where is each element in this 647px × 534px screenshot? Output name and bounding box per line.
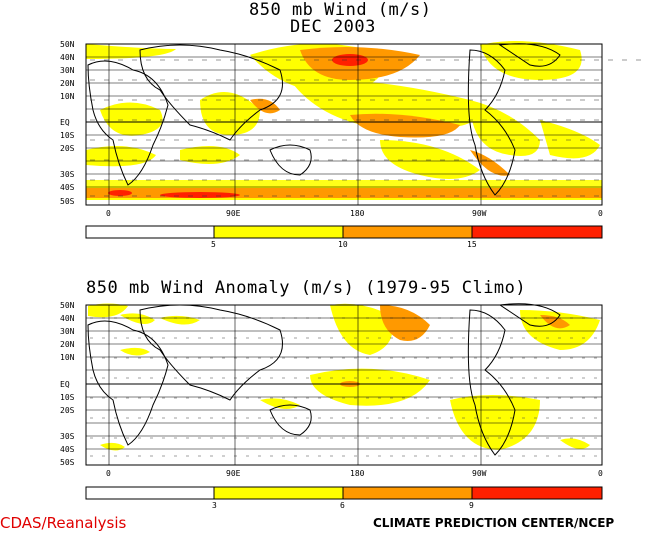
p2-lat-eq: EQ: [60, 380, 70, 389]
panel1-colorbar: [85, 225, 603, 239]
p1-lat-50n: 50N: [60, 40, 75, 49]
panel2-grid: [86, 305, 602, 465]
panel2-title: 850 mb Wind Anomaly (m/s) (1979-95 Climo…: [86, 278, 527, 298]
p2-lat-50n: 50N: [60, 301, 75, 310]
p1-lon-180: 180: [350, 209, 365, 218]
p1-cbar-label-15: 15: [467, 240, 477, 249]
p2-lon-0-end: 0: [598, 469, 603, 478]
p2-lat-50s: 50S: [60, 458, 75, 467]
p1-lon-0-end: 0: [598, 209, 603, 218]
p1-cbar-label-10: 10: [338, 240, 348, 249]
p2-lon-0: 0: [106, 469, 111, 478]
p1-lat-10s: 10S: [60, 131, 75, 140]
panel1-title-line2: DEC 2003: [290, 17, 376, 37]
panel1-title-line1: 850 mb Wind (m/s): [249, 0, 432, 20]
p1-lon-90e: 90E: [226, 209, 241, 218]
footer-credit: CLIMATE PREDICTION CENTER/NCEP: [373, 516, 615, 530]
p2-lat-10s: 10S: [60, 393, 75, 402]
panel1-grid: [86, 44, 602, 205]
p1-lat-20n: 20N: [60, 79, 75, 88]
p1-lat-eq: EQ: [60, 118, 70, 127]
p2-lat-20n: 20N: [60, 340, 75, 349]
panel2-colorbar: [85, 486, 603, 500]
p2-lat-20s: 20S: [60, 406, 75, 415]
p2-lat-40s: 40S: [60, 445, 75, 454]
p1-lat-50s: 50S: [60, 197, 75, 206]
footer-source: CDAS/Reanalysis: [0, 514, 127, 532]
p2-lat-30n: 30N: [60, 327, 75, 336]
p1-lat-20s: 20S: [60, 144, 75, 153]
p1-lat-30n: 30N: [60, 66, 75, 75]
p1-lat-40s: 40S: [60, 183, 75, 192]
p2-cbar-label-3: 3: [212, 501, 217, 510]
p1-lon-0: 0: [106, 209, 111, 218]
p1-lon-90w: 90W: [472, 209, 487, 218]
p2-lat-40n: 40N: [60, 314, 75, 323]
p2-lat-30s: 30S: [60, 432, 75, 441]
p2-lon-180: 180: [350, 469, 365, 478]
p2-lon-90w: 90W: [472, 469, 487, 478]
p2-cbar-label-6: 6: [340, 501, 345, 510]
p1-cbar-label-5: 5: [211, 240, 216, 249]
p1-lat-10n: 10N: [60, 92, 75, 101]
p1-lat-40n: 40N: [60, 53, 75, 62]
panel1-shading: [86, 41, 602, 200]
panel1-wind-vectors: [90, 59, 647, 197]
p1-lat-30s: 30S: [60, 170, 75, 179]
p2-lon-90e: 90E: [226, 469, 241, 478]
p2-lat-10n: 10N: [60, 353, 75, 362]
p2-cbar-label-9: 9: [469, 501, 474, 510]
